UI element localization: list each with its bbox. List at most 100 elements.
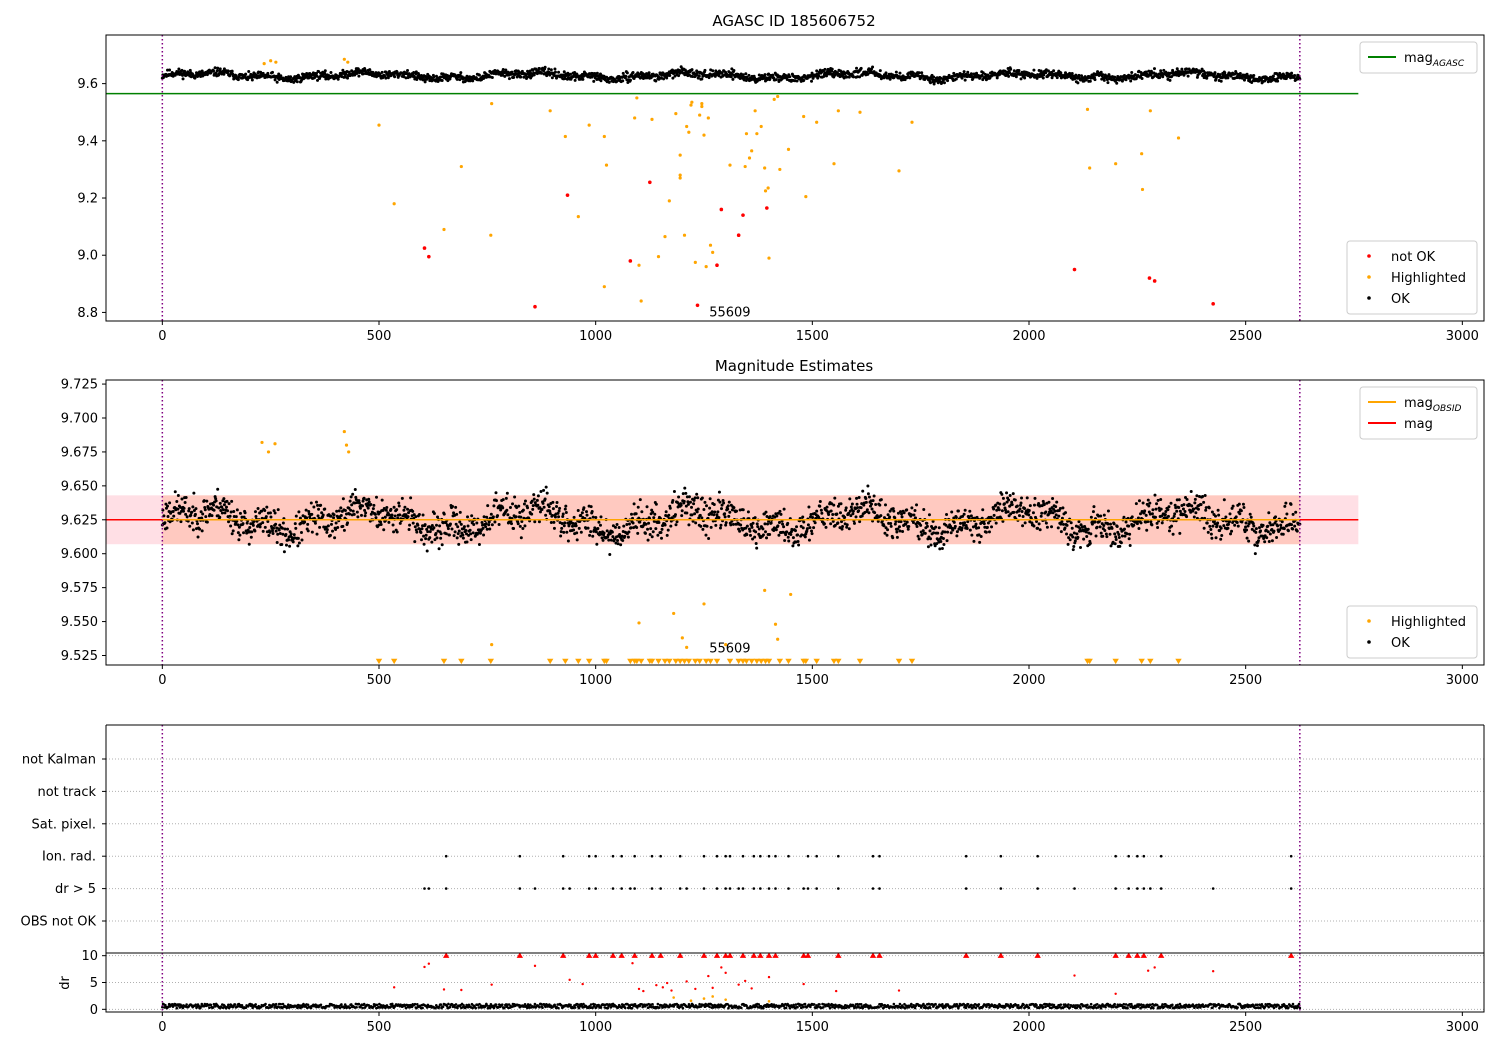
data-point — [926, 545, 930, 549]
data-point — [1148, 109, 1152, 113]
data-point — [434, 523, 438, 527]
data-point — [1149, 73, 1153, 77]
below-range-marker — [637, 658, 645, 665]
data-point — [608, 552, 612, 556]
data-point — [413, 525, 417, 529]
data-point — [539, 490, 543, 494]
data-point — [1085, 107, 1090, 111]
data-point — [953, 524, 957, 528]
data-point — [1202, 526, 1206, 530]
data-point — [653, 512, 657, 516]
data-point — [247, 69, 251, 73]
data-point — [508, 506, 512, 510]
data-point — [874, 503, 878, 507]
data-point — [761, 527, 765, 531]
data-point — [932, 531, 936, 535]
data-point — [680, 514, 684, 518]
data-point — [892, 509, 896, 513]
below-range-marker — [726, 658, 734, 665]
data-point — [992, 507, 996, 511]
data-point — [934, 525, 938, 529]
data-point — [708, 243, 713, 247]
data-point — [442, 512, 446, 516]
data-point — [713, 510, 717, 514]
data-point — [1189, 489, 1193, 493]
data-point — [697, 74, 701, 78]
data-point — [517, 504, 521, 508]
data-point — [357, 74, 361, 78]
data-point — [613, 537, 617, 541]
data-point — [200, 516, 204, 520]
below-range-marker — [661, 658, 669, 665]
data-point — [659, 531, 663, 535]
data-point — [1218, 529, 1222, 533]
below-range-marker — [575, 658, 582, 665]
data-point — [1065, 523, 1069, 527]
data-point — [690, 513, 694, 517]
data-point — [306, 529, 310, 533]
data-point — [1077, 520, 1081, 524]
data-point — [446, 527, 450, 531]
data-point — [230, 499, 234, 503]
data-point — [747, 156, 752, 160]
data-point — [1002, 502, 1006, 506]
data-point — [597, 520, 601, 524]
data-point — [1063, 526, 1067, 530]
data-point — [531, 504, 535, 508]
data-point — [946, 79, 950, 83]
data-point — [807, 505, 811, 509]
data-point — [1106, 81, 1110, 85]
data-point — [1125, 532, 1129, 536]
data-point — [633, 116, 637, 120]
data-point — [778, 509, 782, 513]
data-point — [532, 493, 536, 497]
data-point — [952, 520, 956, 524]
data-point — [1103, 529, 1107, 533]
data-point — [1042, 73, 1046, 77]
data-point — [685, 124, 689, 129]
data-point — [392, 505, 396, 509]
data-point — [837, 887, 840, 890]
data-point — [910, 120, 914, 124]
data-point — [414, 515, 418, 519]
data-point — [1083, 524, 1087, 528]
data-point — [649, 527, 653, 531]
data-point — [501, 506, 505, 510]
data-point — [222, 67, 226, 71]
y-tick-label: 9.4 — [77, 134, 98, 149]
data-point — [384, 508, 388, 512]
data-point — [224, 505, 228, 509]
data-point — [698, 513, 702, 517]
data-point — [891, 507, 895, 511]
data-point — [392, 530, 396, 534]
data-point — [1276, 524, 1280, 528]
data-point — [797, 543, 801, 547]
data-point — [866, 72, 870, 76]
legend-label: mag — [1404, 417, 1433, 432]
x-tick-label: 1500 — [796, 673, 829, 688]
data-point — [1286, 529, 1290, 533]
data-point — [422, 542, 426, 546]
data-point — [1219, 537, 1223, 541]
data-point — [254, 514, 258, 518]
data-point — [1159, 507, 1163, 511]
data-point — [657, 520, 661, 524]
data-point — [161, 1005, 164, 1009]
data-point — [803, 535, 807, 539]
data-point — [172, 514, 176, 518]
data-point — [1104, 532, 1108, 536]
y-tick-label: 9.625 — [61, 513, 98, 528]
data-point — [972, 539, 976, 543]
x-tick-label: 500 — [367, 329, 392, 344]
data-point — [1012, 510, 1016, 514]
data-point — [451, 504, 455, 508]
data-point — [253, 510, 257, 514]
data-point — [587, 887, 591, 890]
data-point — [1137, 499, 1141, 503]
data-point — [830, 67, 834, 71]
data-point — [825, 509, 829, 513]
data-point — [213, 66, 217, 70]
data-point — [741, 887, 745, 890]
data-point — [969, 72, 973, 76]
data-point — [917, 537, 921, 541]
